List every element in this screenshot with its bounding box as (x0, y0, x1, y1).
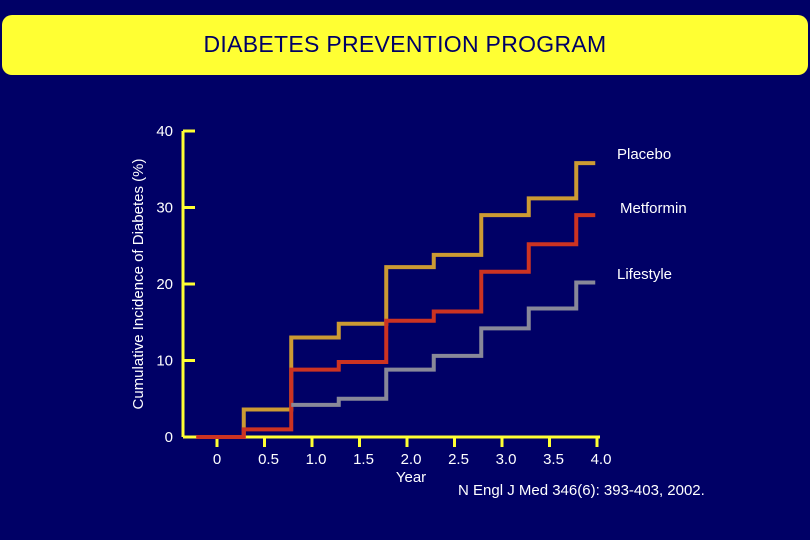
x-tick-label: 2.5 (448, 451, 469, 468)
series-line-placebo (196, 161, 596, 439)
x-tick-label: 0 (213, 451, 221, 468)
x-tick-label: 3.0 (496, 451, 517, 468)
x-tick-label: 1.5 (353, 451, 374, 468)
y-tick-label: 30 (156, 200, 173, 217)
citation: N Engl J Med 346(6): 393-403, 2002. (458, 482, 705, 499)
y-axis-title: Cumulative Incidence of Diabetes (%) (130, 159, 147, 410)
series-line-lifestyle (291, 280, 596, 407)
chart-title: DIABETES PREVENTION PROGRAM (203, 30, 607, 57)
series-line-metformin (196, 213, 596, 439)
x-tick-label: 1.0 (306, 451, 327, 468)
y-tick-label: 10 (156, 353, 173, 370)
x-tick-label: 0.5 (258, 451, 279, 468)
x-tick-label: 2.0 (401, 451, 422, 468)
legend-label-metformin: Metformin (620, 200, 687, 217)
y-tick-label: 40 (156, 123, 173, 140)
x-tick-label: 3.5 (543, 451, 564, 468)
x-axis-title: Year (396, 469, 426, 486)
y-tick-label: 0 (165, 429, 173, 446)
title-banner: DIABETES PREVENTION PROGRAM (2, 15, 808, 75)
y-tick-label: 20 (156, 276, 173, 293)
legend-label-lifestyle: Lifestyle (617, 266, 672, 283)
x-tick-label: 4.0 (591, 451, 612, 468)
legend-label-placebo: Placebo (617, 146, 671, 163)
